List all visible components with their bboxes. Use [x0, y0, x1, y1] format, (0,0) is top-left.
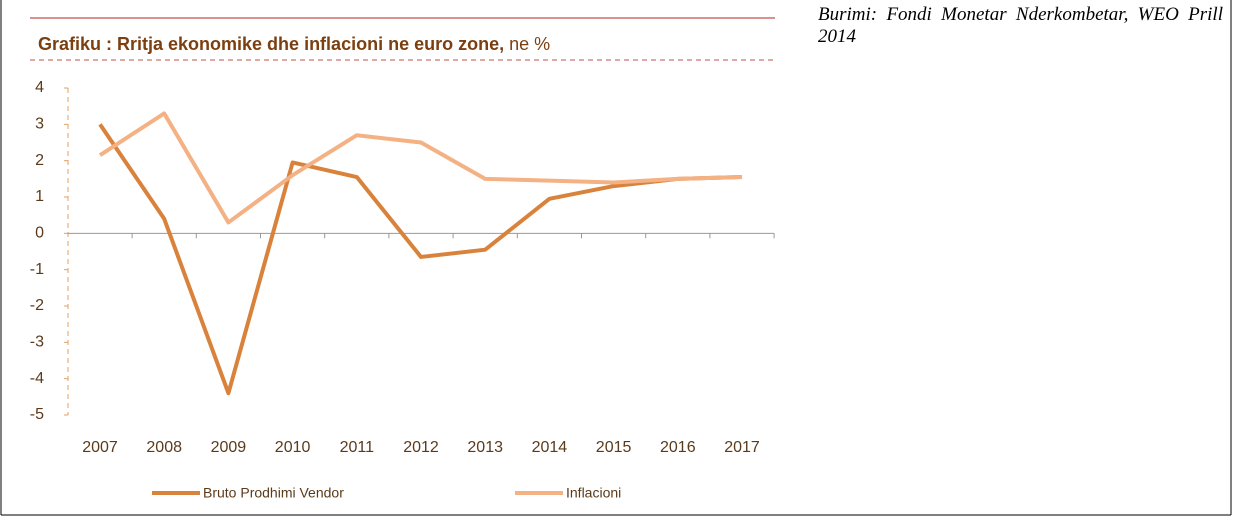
- x-tick-label: 2010: [275, 439, 311, 456]
- x-tick-label: 2013: [467, 439, 503, 456]
- y-tick-label: -4: [30, 370, 44, 387]
- series-line: [98, 123, 743, 396]
- x-tick-label: 2017: [724, 439, 760, 456]
- x-tick-label: 2007: [82, 439, 118, 456]
- legend-label: Bruto Prodhimi Vendor: [203, 485, 344, 501]
- x-tick-label: 2009: [211, 439, 247, 456]
- y-tick-label: 1: [35, 188, 44, 205]
- x-tick-label: 2015: [596, 439, 632, 456]
- x-tick-label: 2011: [340, 439, 375, 456]
- y-tick-label: 2: [35, 152, 44, 169]
- x-tick-label: 2008: [146, 439, 182, 456]
- x-tick-label: 2016: [660, 439, 696, 456]
- y-tick-label: 4: [35, 79, 44, 96]
- x-tick-label: 2014: [532, 439, 568, 456]
- y-tick-label: -5: [30, 406, 44, 423]
- x-tick-label: 2012: [403, 439, 439, 456]
- series-line: [98, 111, 743, 225]
- chart-title: Grafiku : Rritja ekonomike dhe inflacion…: [38, 34, 504, 54]
- y-tick-label: -2: [30, 297, 44, 314]
- y-tick-label: 0: [35, 225, 44, 242]
- chart-title-group: Grafiku : Rritja ekonomike dhe inflacion…: [38, 34, 550, 54]
- y-tick-label: 3: [35, 116, 44, 133]
- y-tick-label: -3: [30, 334, 44, 351]
- source-note: Burimi: Fondi Monetar Nderkombetar, WEO …: [818, 4, 1223, 47]
- chart-unit: ne %: [509, 34, 550, 54]
- legend-label: Inflacioni: [566, 485, 621, 501]
- y-tick-label: -1: [30, 261, 44, 278]
